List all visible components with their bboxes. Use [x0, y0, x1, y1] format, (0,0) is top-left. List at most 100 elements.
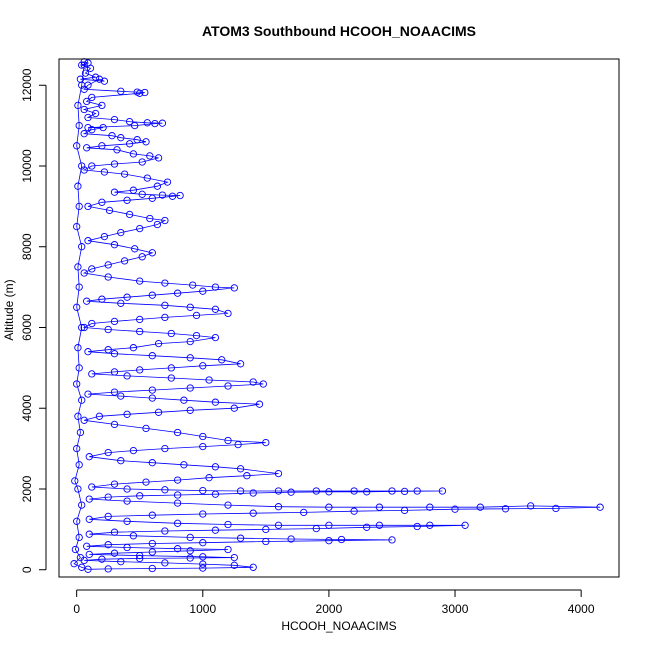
data-point	[117, 558, 125, 566]
data-point	[117, 299, 125, 307]
data-point	[199, 539, 207, 547]
data-point	[84, 202, 92, 211]
y-axis: 0 2000 4000 6000 8000 10000 12000	[20, 68, 47, 573]
data-point	[186, 303, 194, 311]
data-point	[186, 406, 194, 414]
data-point	[426, 521, 434, 529]
data-point	[142, 138, 150, 146]
data-point	[74, 412, 82, 420]
data-point	[84, 123, 92, 132]
data-point	[73, 517, 81, 525]
y-tick-label: 10000	[20, 149, 34, 183]
data-point	[78, 81, 86, 89]
data-point	[80, 323, 88, 332]
y-tick-label: 6000	[20, 314, 34, 341]
data-point	[375, 503, 384, 511]
data-point	[461, 521, 469, 529]
data-point	[146, 214, 154, 223]
x-tick-label: 4000	[568, 602, 595, 616]
data-point	[167, 374, 175, 382]
data-point	[100, 77, 109, 85]
data-point	[110, 115, 119, 124]
data-point	[123, 196, 131, 204]
data-point	[85, 453, 93, 461]
data-point	[337, 535, 346, 544]
data-point	[110, 241, 119, 249]
data-point	[262, 537, 270, 546]
data-point	[180, 461, 188, 469]
data-point	[75, 364, 83, 372]
data-point	[84, 237, 92, 245]
data-point	[161, 279, 169, 287]
y-tick-label: 12000	[20, 68, 34, 102]
data-point	[83, 542, 91, 550]
data-point	[136, 492, 144, 500]
data-point	[413, 522, 421, 531]
data-point	[167, 329, 175, 338]
data-point	[71, 477, 79, 485]
data-point	[224, 436, 232, 445]
data-point	[224, 520, 232, 529]
data-point	[151, 119, 159, 128]
data-point	[236, 465, 245, 473]
data-point	[78, 61, 86, 69]
data-point	[211, 305, 220, 313]
data-point	[173, 476, 182, 484]
data-point	[136, 277, 144, 285]
data-point	[123, 372, 131, 380]
data-point	[123, 410, 131, 418]
data-point	[243, 472, 251, 480]
data-point	[85, 550, 93, 559]
data-point	[76, 553, 85, 562]
data-point	[80, 105, 88, 114]
data-point	[189, 281, 197, 289]
data-point	[501, 505, 510, 513]
data-point	[136, 554, 144, 563]
y-tick-label: 2000	[20, 475, 34, 502]
data-point	[148, 386, 156, 394]
data-point	[161, 444, 169, 453]
data-point	[173, 545, 182, 553]
data-point	[75, 121, 83, 130]
data-point	[186, 554, 194, 562]
data-point	[153, 182, 162, 190]
data-point	[104, 541, 112, 549]
data-point	[113, 146, 121, 154]
data-point	[211, 333, 220, 342]
y-tick-label: 4000	[20, 395, 34, 422]
data-point	[527, 502, 535, 510]
data-point	[78, 162, 86, 170]
data-point	[173, 289, 182, 297]
data-point	[78, 563, 86, 571]
data-point	[142, 424, 150, 433]
data-point	[80, 166, 88, 174]
data-point	[142, 478, 150, 486]
data-point	[84, 113, 92, 122]
data-point	[80, 269, 88, 277]
data-point	[73, 380, 81, 388]
data-point	[125, 140, 134, 148]
data-point	[83, 97, 91, 106]
data-point	[78, 396, 86, 404]
data-point	[129, 344, 138, 352]
data-point	[476, 503, 484, 511]
data-point	[117, 228, 125, 237]
data-point	[199, 560, 207, 568]
data-point	[110, 317, 119, 326]
data-point	[312, 487, 320, 495]
data-point	[136, 315, 144, 324]
data-point	[224, 309, 232, 318]
data-point	[199, 432, 207, 441]
data-point	[88, 370, 96, 378]
data-point	[88, 319, 96, 328]
data-point	[350, 487, 358, 495]
data-point	[88, 93, 96, 102]
data-point	[388, 536, 396, 544]
data-point	[180, 396, 188, 404]
data-point	[199, 564, 207, 572]
data-point	[75, 202, 83, 211]
data-point	[274, 487, 283, 495]
data-point	[249, 489, 257, 497]
data-point	[312, 524, 320, 533]
